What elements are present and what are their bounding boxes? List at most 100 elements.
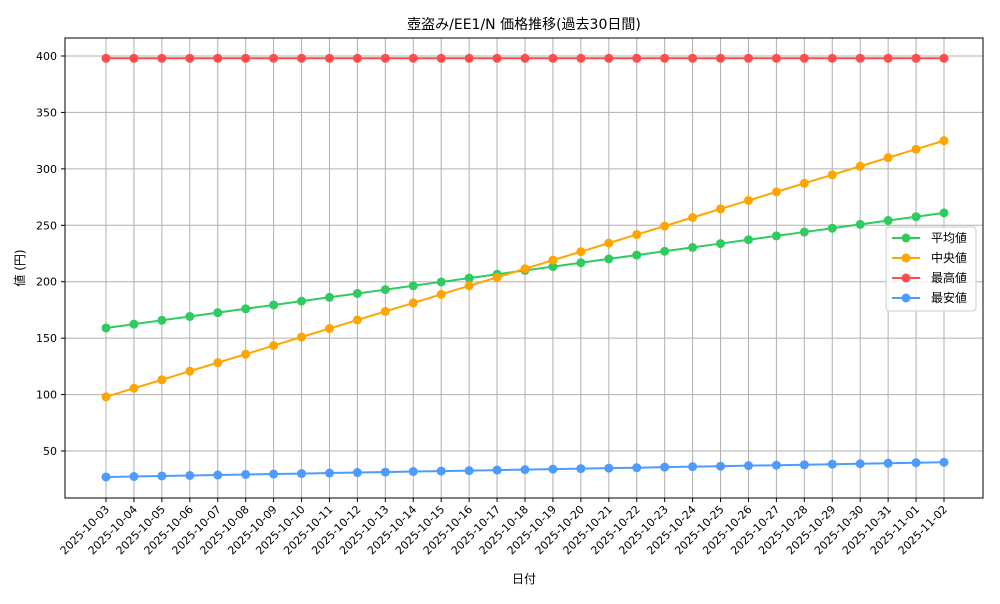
- data-point: [883, 216, 893, 226]
- data-point: [213, 358, 223, 368]
- data-point: [380, 285, 390, 295]
- data-point: [799, 227, 809, 237]
- legend-box: [885, 226, 977, 312]
- data-point: [436, 466, 446, 476]
- y-axis-label: 値 (円): [12, 249, 27, 286]
- data-point: [939, 208, 949, 218]
- data-point: [408, 53, 418, 63]
- data-point: [548, 464, 558, 474]
- data-point: [241, 469, 251, 479]
- data-point: [269, 53, 279, 63]
- legend-label: 中央値: [931, 250, 967, 265]
- data-point: [297, 296, 307, 306]
- data-point: [604, 238, 614, 248]
- data-point: [855, 53, 865, 63]
- data-point: [743, 53, 753, 63]
- data-point: [827, 459, 837, 469]
- data-point: [688, 212, 698, 222]
- data-point: [464, 466, 474, 476]
- data-point: [827, 223, 837, 233]
- data-point: [520, 264, 530, 274]
- data-point: [185, 311, 195, 321]
- data-point: [548, 262, 558, 272]
- y-tick-label: 150: [36, 332, 57, 345]
- data-point: [241, 304, 251, 314]
- data-point: [799, 53, 809, 63]
- data-point: [660, 53, 670, 63]
- data-point: [911, 144, 921, 154]
- data-point: [743, 195, 753, 205]
- data-point: [576, 464, 586, 474]
- data-point: [771, 231, 781, 241]
- data-point: [492, 465, 502, 475]
- data-point: [380, 306, 390, 316]
- data-point: [213, 308, 223, 318]
- data-point: [464, 281, 474, 291]
- data-point: [352, 468, 362, 478]
- data-point: [241, 53, 251, 63]
- data-point: [324, 324, 334, 334]
- data-point: [324, 468, 334, 478]
- y-tick-label: 300: [36, 163, 57, 176]
- data-point: [352, 53, 362, 63]
- data-point: [101, 392, 111, 402]
- data-point: [129, 472, 139, 482]
- data-point: [688, 462, 698, 472]
- data-point: [799, 460, 809, 470]
- y-tick-label: 350: [36, 106, 57, 119]
- data-point: [408, 298, 418, 308]
- data-point: [576, 53, 586, 63]
- data-point: [297, 469, 307, 479]
- data-point: [604, 463, 614, 473]
- series-3: [101, 457, 949, 482]
- plot-area-frame: [64, 37, 984, 499]
- data-point: [352, 315, 362, 325]
- data-point: [827, 53, 837, 63]
- data-point: [324, 53, 334, 63]
- data-point: [939, 136, 949, 146]
- data-point: [716, 204, 726, 214]
- data-point: [492, 272, 502, 282]
- data-point: [716, 239, 726, 249]
- data-point: [604, 53, 614, 63]
- data-point: [436, 289, 446, 299]
- data-point: [576, 258, 586, 268]
- data-point: [688, 242, 698, 252]
- data-point: [101, 53, 111, 63]
- data-point: [939, 457, 949, 467]
- chart-title: 壺盗み/EE1/N 価格推移(過去30日間): [407, 17, 641, 33]
- series-2: [101, 53, 949, 63]
- data-point: [520, 53, 530, 63]
- legend-marker: [901, 273, 911, 283]
- data-point: [129, 53, 139, 63]
- data-point: [604, 254, 614, 264]
- data-point: [632, 250, 642, 260]
- y-axis: 50 100 150 200 250 300 350 400: [36, 50, 65, 458]
- data-point: [911, 53, 921, 63]
- legend-label: 平均値: [931, 230, 967, 245]
- series-1: [101, 136, 949, 402]
- data-point: [324, 292, 334, 302]
- data-point: [241, 349, 251, 359]
- data-point: [269, 469, 279, 479]
- data-point: [855, 161, 865, 171]
- data-point: [213, 53, 223, 63]
- data-point: [911, 458, 921, 468]
- data-point: [185, 53, 195, 63]
- data-point: [464, 273, 474, 283]
- data-point: [799, 178, 809, 188]
- data-point: [157, 53, 167, 63]
- data-point: [855, 459, 865, 469]
- data-point: [632, 463, 642, 473]
- data-point: [436, 277, 446, 287]
- legend-marker: [901, 233, 911, 243]
- y-tick-label: 50: [43, 445, 57, 458]
- data-point: [660, 221, 670, 231]
- data-point: [157, 315, 167, 325]
- data-point: [771, 460, 781, 470]
- data-point: [883, 153, 893, 163]
- data-point: [157, 471, 167, 481]
- data-point: [269, 300, 279, 310]
- data-point: [352, 288, 362, 298]
